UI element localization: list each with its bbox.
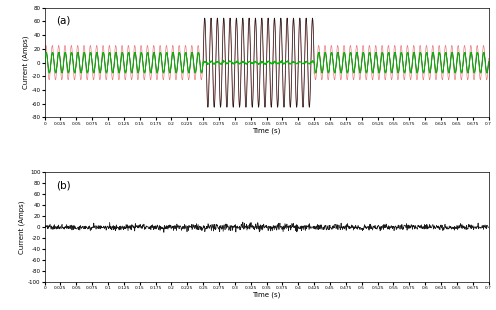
Text: (b): (b) — [56, 180, 70, 190]
Text: (a): (a) — [56, 16, 70, 25]
X-axis label: Time (s): Time (s) — [252, 292, 281, 298]
X-axis label: Time (s): Time (s) — [252, 127, 281, 134]
Y-axis label: Current (Amps): Current (Amps) — [22, 36, 29, 89]
Y-axis label: Current (Amps): Current (Amps) — [19, 201, 25, 254]
